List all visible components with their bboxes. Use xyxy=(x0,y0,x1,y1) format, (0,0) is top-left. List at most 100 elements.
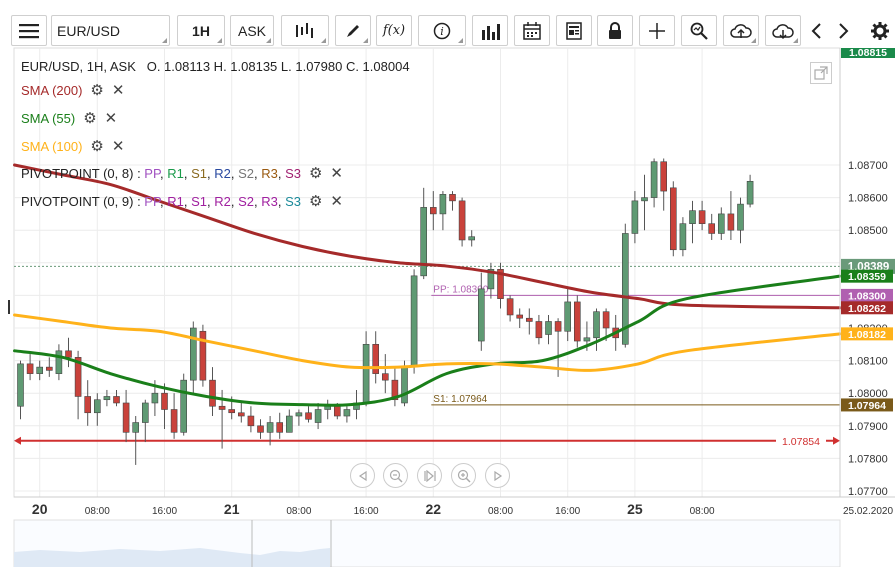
pivot2-row: PIVOTPOINT (0, 9) : PP, R1, S1, R2, S2, … xyxy=(21,193,343,211)
gear-icon[interactable]: ⚙ xyxy=(308,165,323,182)
gear-icon[interactable]: ⚙ xyxy=(90,82,104,99)
candle-body xyxy=(209,379,216,407)
pivot-level-label: , xyxy=(183,166,192,181)
calendar-button[interactable] xyxy=(514,15,550,46)
close-icon[interactable]: ✕ xyxy=(111,138,125,155)
candle xyxy=(142,399,149,443)
draw-icon xyxy=(347,24,359,37)
scroll-right-button[interactable] xyxy=(831,15,856,46)
close-icon[interactable]: ✕ xyxy=(330,193,343,210)
bar-style-icon xyxy=(296,22,313,38)
candle-body xyxy=(26,363,34,374)
price-badge-text: 1.07964 xyxy=(848,400,886,412)
news-button[interactable] xyxy=(556,15,592,46)
price-type-selector[interactable]: ASK xyxy=(230,15,274,46)
gear-icon[interactable]: ⚙ xyxy=(83,110,97,127)
pan-right-button[interactable] xyxy=(485,463,510,488)
menu-icon xyxy=(19,23,39,38)
candle xyxy=(525,308,533,335)
close-icon[interactable]: ✕ xyxy=(104,110,118,127)
info-button[interactable]: i xyxy=(418,15,466,46)
reset-view-button[interactable] xyxy=(417,463,442,488)
gear-icon[interactable]: ⚙ xyxy=(308,193,323,210)
histogram-button[interactable] xyxy=(472,15,508,46)
zoom-in-button[interactable] xyxy=(451,463,476,488)
lock-button[interactable] xyxy=(597,15,633,46)
candle-body xyxy=(343,409,351,417)
fullscreen-button[interactable] xyxy=(810,62,832,84)
pivot2-separator: : xyxy=(133,194,145,209)
settings-button[interactable] xyxy=(864,15,895,46)
candle xyxy=(477,272,485,351)
candle xyxy=(391,367,399,407)
candle-body xyxy=(228,409,235,414)
candle xyxy=(602,308,610,342)
candle-body xyxy=(641,197,648,202)
candle-body xyxy=(573,301,581,342)
triangle-right-icon xyxy=(493,470,502,481)
sma55-label: SMA (55) xyxy=(21,111,76,126)
gear-icon[interactable]: ⚙ xyxy=(90,138,104,155)
candle-body xyxy=(180,379,187,433)
menu-button[interactable] xyxy=(11,15,47,46)
pivot-level-label: , xyxy=(253,166,262,181)
candle xyxy=(209,367,216,417)
candle-body xyxy=(449,194,456,202)
pan-left-button[interactable] xyxy=(350,463,375,488)
navigator-area xyxy=(14,548,330,567)
candle xyxy=(535,314,543,345)
candle xyxy=(55,344,63,381)
candle xyxy=(689,200,696,244)
expand-icon xyxy=(814,66,828,80)
download-button[interactable] xyxy=(765,15,801,46)
pivot-level-label: R3 xyxy=(261,194,278,209)
pivot-level-label: R3 xyxy=(261,166,278,181)
x-tick-label: 16:00 xyxy=(152,506,177,517)
download-icon xyxy=(772,23,794,39)
close-icon[interactable]: ✕ xyxy=(330,165,343,182)
upload-button[interactable] xyxy=(723,15,759,46)
x-tick-label: 16:00 xyxy=(354,506,379,517)
symbol-selector[interactable]: EUR/USD xyxy=(51,15,170,46)
candle-body xyxy=(94,399,101,414)
candle-body xyxy=(506,298,514,316)
candle xyxy=(458,197,466,247)
zoom-out-button[interactable] xyxy=(383,463,408,488)
candle-body xyxy=(535,321,543,339)
function-button[interactable]: f(x) xyxy=(376,15,412,46)
candle-body xyxy=(468,236,476,241)
candle-body xyxy=(113,396,120,404)
crosshair-button[interactable] xyxy=(639,15,675,46)
candle-body xyxy=(391,379,399,401)
price-badge-text: 1.08182 xyxy=(848,329,886,341)
candle xyxy=(516,308,524,328)
candle-body xyxy=(314,409,322,423)
candle xyxy=(708,213,716,240)
candle xyxy=(669,181,677,257)
chevron-right-icon xyxy=(838,22,848,39)
close-icon[interactable]: ✕ xyxy=(111,82,125,99)
draw-button[interactable] xyxy=(335,15,371,46)
pivot-level-label: , xyxy=(253,194,262,209)
candle-body xyxy=(122,402,130,433)
candle-body xyxy=(669,187,677,251)
arrow-right-icon xyxy=(833,436,840,445)
sma55-row: SMA (55) ⚙ ✕ xyxy=(21,110,117,128)
candle xyxy=(285,409,293,433)
zoom-button[interactable] xyxy=(681,15,717,46)
pivot-level-label: , xyxy=(159,166,168,181)
candle xyxy=(429,191,437,231)
upload-icon xyxy=(730,23,752,38)
candle xyxy=(276,412,284,439)
sma-line xyxy=(13,274,842,407)
pivot-level-label: , xyxy=(277,194,286,209)
sma-line xyxy=(13,163,842,310)
candle xyxy=(113,389,120,407)
pivot-level-label: S3 xyxy=(285,166,301,181)
triangle-left-icon xyxy=(358,470,367,481)
pivot1-separator: : xyxy=(133,166,145,181)
bar-style-button[interactable] xyxy=(281,15,329,46)
timeframe-selector[interactable]: 1H xyxy=(177,15,225,46)
scroll-left-button[interactable] xyxy=(803,15,828,46)
